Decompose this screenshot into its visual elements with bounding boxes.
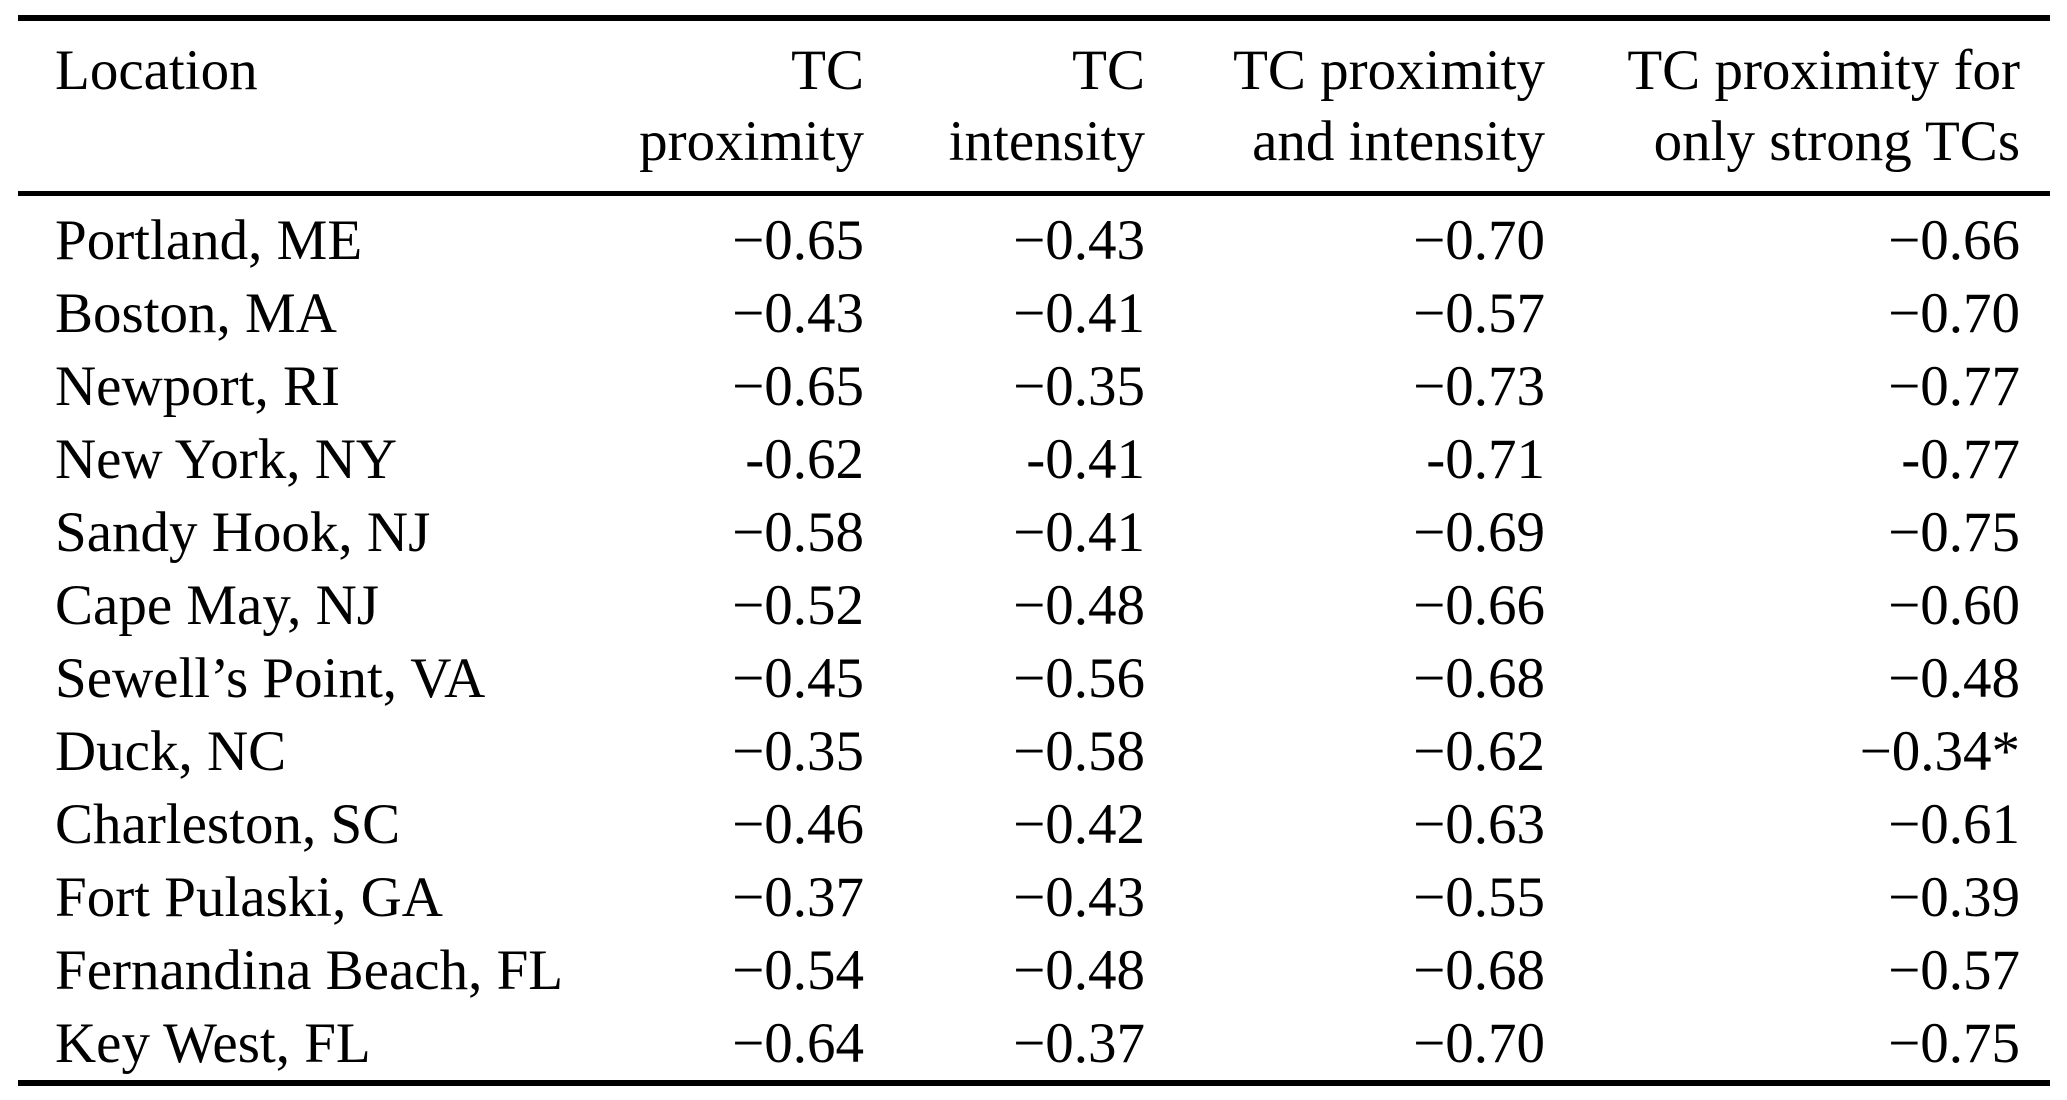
cell-tc-intensity: −0.43 (1013, 209, 1145, 272)
table-row: Portland, ME −0.65 −0.43 −0.70 −0.66 (18, 194, 2050, 278)
cell-tc-proximity-and-intensity: −0.68 (1413, 647, 1545, 710)
cell-tc-proximity-strong-only: −0.39 (1888, 866, 2020, 929)
table-wrapper: Location TC proximity TC intensity TC pr… (18, 15, 2050, 1086)
cell-tc-proximity: −0.45 (732, 647, 864, 710)
cell-tc-proximity: −0.65 (732, 355, 864, 418)
cell-tc-proximity-and-intensity: −0.57 (1413, 282, 1545, 345)
cell-tc-intensity: −0.41 (1013, 282, 1145, 345)
table-row: Sewell’s Point, VA −0.45 −0.56 −0.68 −0.… (18, 642, 2050, 715)
table-header: Location TC proximity TC intensity TC pr… (18, 18, 2050, 196)
cell-tc-proximity-and-intensity: −0.63 (1413, 793, 1545, 856)
column-header-tc-intensity: TC intensity (864, 18, 1145, 196)
column-header-tc-proximity-strong-only: TC proximity for only strong TCs (1545, 18, 2050, 196)
cell-tc-proximity-strong-only: −0.57 (1888, 939, 2020, 1002)
column-header-line: Location (55, 39, 258, 102)
cell-tc-proximity: −0.54 (732, 939, 864, 1002)
cell-tc-proximity: −0.35 (732, 720, 864, 783)
cell-tc-proximity-and-intensity: −0.66 (1413, 574, 1545, 637)
table-row: Charleston, SC −0.46 −0.42 −0.63 −0.61 (18, 788, 2050, 861)
table-row: Sandy Hook, NJ −0.58 −0.41 −0.69 −0.75 (18, 496, 2050, 569)
table-row: Duck, NC −0.35 −0.58 −0.62 −0.34* (18, 715, 2050, 788)
cell-tc-proximity: -0.62 (745, 428, 864, 491)
cell-tc-proximity: −0.37 (732, 866, 864, 929)
cell-tc-intensity: −0.58 (1013, 720, 1145, 783)
table-row: Fernandina Beach, FL −0.54 −0.48 −0.68 −… (18, 934, 2050, 1007)
cell-location: Newport, RI (55, 355, 340, 418)
cell-tc-proximity: −0.52 (732, 574, 864, 637)
table-body: Portland, ME −0.65 −0.43 −0.70 −0.66 Bos… (18, 194, 2050, 1084)
cell-tc-proximity: −0.46 (732, 793, 864, 856)
cell-tc-proximity: −0.58 (732, 501, 864, 564)
cell-tc-proximity-and-intensity: −0.73 (1413, 355, 1545, 418)
table-row: Boston, MA −0.43 −0.41 −0.57 −0.70 (18, 277, 2050, 350)
cell-tc-proximity-and-intensity: −0.62 (1413, 720, 1545, 783)
column-header-line: TC proximity (1233, 39, 1545, 102)
cell-tc-intensity: -0.41 (1026, 428, 1145, 491)
column-header-line: only strong TCs (1653, 110, 2020, 173)
cell-tc-proximity-strong-only: −0.48 (1888, 647, 2020, 710)
cell-location: Duck, NC (55, 720, 287, 783)
column-header-tc-proximity-and-intensity: TC proximity and intensity (1145, 18, 1545, 196)
cell-tc-proximity-and-intensity: −0.69 (1413, 501, 1545, 564)
cell-tc-proximity: −0.65 (732, 209, 864, 272)
cell-location: Charleston, SC (55, 793, 401, 856)
table-row: Fort Pulaski, GA −0.37 −0.43 −0.55 −0.39 (18, 861, 2050, 934)
cell-tc-proximity-and-intensity: −0.68 (1413, 939, 1545, 1002)
column-header-line: proximity (639, 110, 864, 173)
cell-tc-intensity: −0.41 (1013, 501, 1145, 564)
column-header-tc-proximity: TC proximity (638, 18, 864, 196)
table-row: Newport, RI −0.65 −0.35 −0.73 −0.77 (18, 350, 2050, 423)
column-header-line: TC (791, 39, 864, 102)
cell-tc-proximity-and-intensity: -0.71 (1426, 428, 1545, 491)
column-header-line: and intensity (1252, 110, 1545, 173)
header-row: Location TC proximity TC intensity TC pr… (18, 18, 2050, 196)
table-row: Cape May, NJ −0.52 −0.48 −0.66 −0.60 (18, 569, 2050, 642)
table-row: Key West, FL −0.64 −0.37 −0.70 −0.75 (18, 1007, 2050, 1083)
cell-tc-proximity-and-intensity: −0.70 (1413, 209, 1545, 272)
cell-tc-proximity-strong-only: −0.61 (1888, 793, 2020, 856)
cell-location: Sewell’s Point, VA (55, 647, 486, 710)
column-header-location: Location (18, 18, 638, 196)
cell-tc-intensity: −0.48 (1013, 574, 1145, 637)
cell-tc-proximity-strong-only: −0.60 (1888, 574, 2020, 637)
cell-location: Boston, MA (55, 282, 337, 345)
column-header-line: TC (1072, 39, 1145, 102)
cell-tc-proximity: −0.43 (732, 282, 864, 345)
table-row: New York, NY -0.62 -0.41 -0.71 -0.77 (18, 423, 2050, 496)
cell-tc-intensity: −0.37 (1013, 1012, 1145, 1075)
cell-tc-proximity-strong-only: −0.75 (1888, 501, 2020, 564)
cell-tc-proximity-strong-only: −0.77 (1888, 355, 2020, 418)
cell-tc-intensity: −0.35 (1013, 355, 1145, 418)
cell-location: Sandy Hook, NJ (55, 501, 431, 564)
cell-location: Key West, FL (55, 1012, 371, 1075)
cell-tc-intensity: −0.43 (1013, 866, 1145, 929)
correlation-table: Location TC proximity TC intensity TC pr… (18, 15, 2050, 1086)
cell-tc-intensity: −0.42 (1013, 793, 1145, 856)
cell-tc-proximity-strong-only: −0.66 (1888, 209, 2020, 272)
column-header-line: intensity (948, 110, 1145, 173)
cell-tc-proximity-strong-only: −0.34* (1859, 720, 2020, 783)
cell-location: New York, NY (55, 428, 398, 491)
cell-tc-proximity-strong-only: −0.70 (1888, 282, 2020, 345)
cell-location: Cape May, NJ (55, 574, 379, 637)
cell-tc-proximity-and-intensity: −0.55 (1413, 866, 1545, 929)
cell-tc-proximity-and-intensity: −0.70 (1413, 1012, 1545, 1075)
cell-location: Fort Pulaski, GA (55, 866, 443, 929)
column-header-line: TC proximity for (1627, 39, 2020, 102)
cell-tc-proximity-strong-only: -0.77 (1901, 428, 2020, 491)
cell-tc-proximity-strong-only: −0.75 (1888, 1012, 2020, 1075)
cell-tc-intensity: −0.48 (1013, 939, 1145, 1002)
cell-tc-proximity: −0.64 (732, 1012, 864, 1075)
cell-location: Fernandina Beach, FL (55, 939, 564, 1002)
cell-location: Portland, ME (55, 209, 363, 272)
cell-tc-intensity: −0.56 (1013, 647, 1145, 710)
